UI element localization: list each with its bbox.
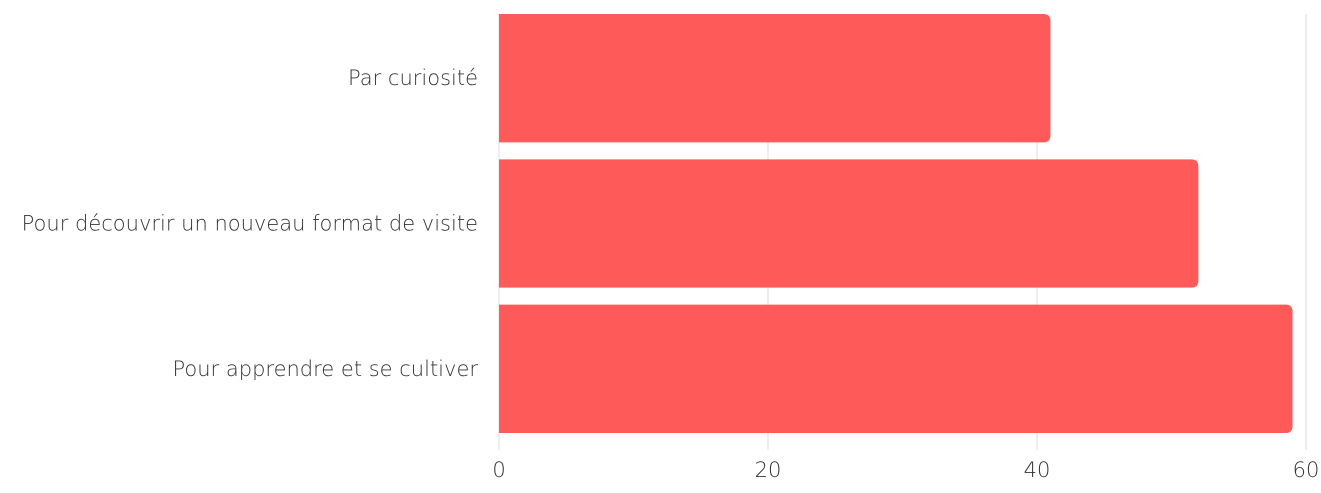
- bars: [499, 14, 1293, 433]
- x-tick-label: 60: [1293, 458, 1320, 482]
- x-tick-label: 20: [755, 458, 782, 482]
- category-labels: Par curiosité Pour découvrir un nouveau f…: [22, 66, 479, 381]
- x-axis-ticks: 0 20 40 60: [492, 458, 1319, 482]
- x-tick-label: 0: [492, 458, 505, 482]
- category-label: Pour apprendre et se cultiver: [172, 357, 478, 381]
- bar: [499, 159, 1199, 288]
- category-label: Pour découvrir un nouveau format de visi…: [22, 212, 478, 236]
- bar: [499, 304, 1293, 433]
- bar: [499, 14, 1051, 143]
- x-tick-label: 40: [1024, 458, 1051, 482]
- category-label: Par curiosité: [348, 66, 478, 90]
